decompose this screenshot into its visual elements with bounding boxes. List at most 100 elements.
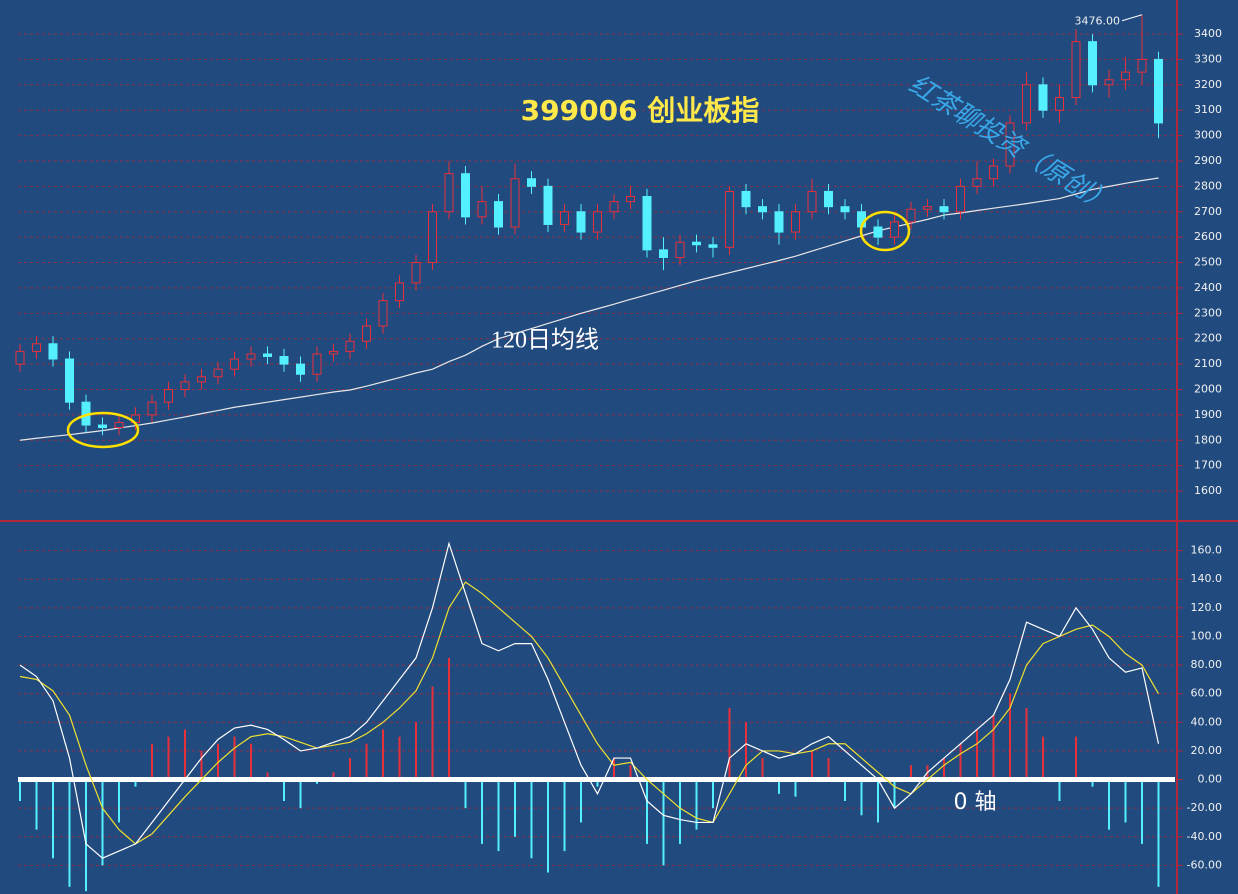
y-tick-label: -20.00: [1187, 801, 1222, 814]
y-tick-label: 2800: [1194, 179, 1222, 192]
candle-body: [873, 226, 883, 238]
candle-body: [395, 282, 404, 302]
candle-body: [972, 178, 982, 187]
y-tick-label: 2600: [1194, 230, 1222, 243]
candle-body: [114, 422, 124, 429]
candle-body: [840, 206, 850, 213]
y-tick-label: 3100: [1194, 103, 1222, 116]
y-tick-label: 1800: [1194, 433, 1222, 446]
candle-body: [296, 363, 305, 375]
y-tick-label: 120.0: [1191, 601, 1223, 614]
candle-body: [213, 368, 223, 378]
dea-line: [19, 581, 1160, 845]
candle-body: [758, 206, 767, 213]
chart-title: 399006 创业板指: [521, 94, 760, 127]
candle-body: [675, 241, 685, 258]
y-tick-label: 2200: [1194, 332, 1222, 345]
y-tick-label: 1900: [1194, 408, 1222, 421]
candle-body: [164, 388, 173, 403]
candle-body: [494, 201, 503, 228]
y-tick-label: 2500: [1194, 256, 1222, 269]
candle-body: [1088, 41, 1097, 86]
candle-body: [824, 190, 833, 208]
candle-body: [428, 211, 437, 264]
candle-body: [180, 381, 190, 390]
candle-body: [197, 376, 206, 383]
y-tick-label: 40.00: [1191, 715, 1223, 728]
candle-body: [939, 206, 949, 213]
candle-body: [543, 185, 553, 225]
y-tick-label: 3300: [1194, 52, 1222, 65]
y-tick-label: 1700: [1194, 459, 1222, 472]
candle-body: [642, 196, 652, 251]
y-tick-label: 2000: [1194, 382, 1222, 395]
candle-body: [593, 211, 602, 233]
y-tick-label: 2100: [1194, 357, 1222, 370]
candle-body: [362, 325, 371, 342]
candle-body: [989, 165, 998, 180]
candle-body: [411, 262, 421, 284]
candle-body: [444, 173, 454, 213]
dif-line: [19, 541, 1160, 859]
candle-body: [1055, 97, 1064, 111]
y-tick-label: 2400: [1194, 281, 1222, 294]
candle-body: [725, 190, 734, 248]
candle-body: [510, 178, 520, 228]
y-tick-label: 160.0: [1191, 544, 1223, 557]
candle-body: [65, 358, 74, 403]
candle-body: [263, 353, 272, 357]
candle-body: [1121, 71, 1130, 81]
y-tick-label: 2700: [1194, 205, 1222, 218]
candle-body: [15, 350, 25, 365]
max-pointer: [1121, 14, 1143, 22]
highlight-ellipse: [66, 411, 140, 449]
candle-body: [659, 249, 668, 258]
y-tick-label: 20.00: [1191, 744, 1223, 757]
candle-body: [230, 358, 239, 370]
candle-body: [1038, 84, 1048, 111]
y-tick-label: 1600: [1194, 484, 1222, 497]
candle-body: [1154, 58, 1163, 124]
candle-body: [692, 241, 701, 246]
y-tick-label: 3400: [1194, 27, 1222, 40]
candle-body: [626, 196, 635, 203]
candle-body: [1005, 122, 1015, 167]
y-tick-label: 2900: [1194, 154, 1222, 167]
y-tick-label: 100.0: [1191, 629, 1223, 642]
y-tick-label: 60.00: [1191, 687, 1223, 700]
candle-body: [807, 190, 817, 213]
candle-body: [98, 424, 107, 429]
y-tick-label: 80.00: [1191, 658, 1223, 671]
candle-body: [609, 201, 619, 213]
candle-body: [774, 211, 784, 233]
candle-body: [576, 211, 586, 233]
highlight-ellipse: [859, 210, 911, 252]
y-tick-label: 3200: [1194, 78, 1222, 91]
candle-body: [560, 211, 569, 225]
y-tick-label: 0.00: [1198, 773, 1223, 786]
ma-label: 120日均线: [491, 327, 599, 354]
candle-body: [741, 190, 751, 208]
candle-body: [147, 401, 157, 416]
candle-body: [791, 211, 800, 233]
candle-body: [477, 201, 487, 218]
candle-body: [312, 353, 322, 375]
candle-body: [708, 244, 718, 248]
candle-body: [956, 185, 965, 213]
candle-body: [48, 343, 58, 360]
candle-body: [1104, 79, 1114, 86]
moving-average-line: [19, 177, 1159, 441]
max-label: 3476.00: [1075, 15, 1121, 28]
candle-body: [329, 350, 338, 355]
candle-body: [1137, 58, 1147, 73]
candle-body: [461, 173, 470, 218]
y-tick-label: 3000: [1194, 129, 1222, 142]
candle-body: [378, 300, 388, 327]
candle-body: [890, 221, 899, 238]
y-tick-label: -60.00: [1187, 858, 1222, 871]
candle-body: [246, 353, 256, 360]
y-tick-label: -40.00: [1187, 830, 1222, 843]
candle-body: [1022, 84, 1031, 124]
